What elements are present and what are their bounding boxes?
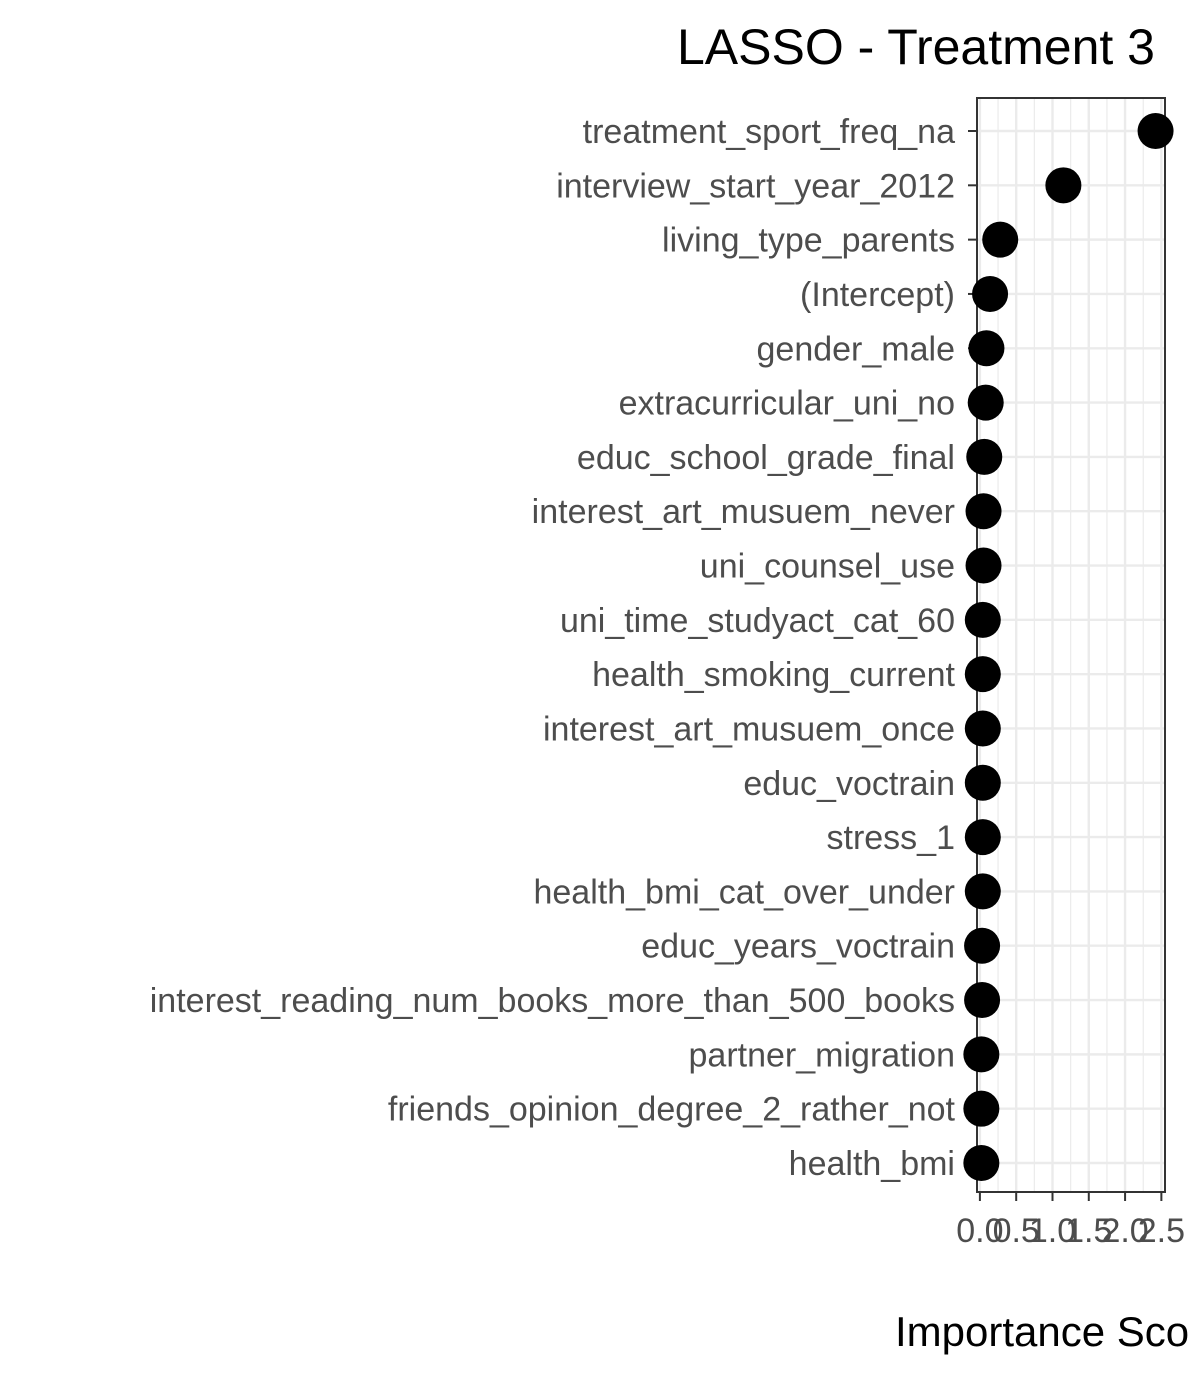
y-tick-label: gender_male bbox=[757, 330, 955, 368]
x-tick-label: 0.5 bbox=[993, 1212, 1040, 1250]
y-tick-label: living_type_parents bbox=[662, 222, 955, 260]
data-point bbox=[964, 873, 1001, 910]
data-point bbox=[1137, 113, 1174, 149]
chart-title: LASSO - Treatment 3 bbox=[677, 19, 1155, 75]
y-tick-label: friends_opinion_degree_2_rather_not bbox=[388, 1091, 956, 1129]
data-point bbox=[964, 656, 1001, 693]
y-tick-label: interest_reading_num_books_more_than_500… bbox=[150, 982, 955, 1020]
panel-border bbox=[976, 97, 1166, 1193]
y-tick-label: uni_counsel_use bbox=[700, 548, 955, 586]
y-tick-label: uni_time_studyact_cat_60 bbox=[560, 602, 955, 640]
y-tick-label: educ_voctrain bbox=[743, 765, 955, 803]
grid-minor bbox=[997, 98, 1144, 1192]
y-tick-label: interest_art_musuem_never bbox=[532, 493, 955, 531]
x-tick-label: 1.5 bbox=[1065, 1212, 1112, 1250]
y-tick-label: interest_art_musuem_once bbox=[543, 710, 955, 748]
data-point bbox=[1045, 167, 1082, 204]
y-axis: treatment_sport_freq_na interview_start_y… bbox=[150, 113, 977, 1183]
x-axis-label: Importance Score bbox=[895, 1308, 1190, 1355]
data-point bbox=[965, 547, 1002, 584]
data-point bbox=[963, 1145, 1000, 1181]
data-point bbox=[964, 927, 1001, 964]
data-point bbox=[963, 1036, 1000, 1073]
data-point bbox=[982, 221, 1019, 258]
y-tick-label: partner_migration bbox=[689, 1036, 955, 1074]
y-tick-label: (Intercept) bbox=[800, 276, 955, 314]
y-tick-label: health_smoking_current bbox=[592, 656, 955, 694]
y-tick-label: stress_1 bbox=[827, 819, 956, 857]
y-tick-label: health_bmi bbox=[789, 1145, 955, 1183]
data-point bbox=[964, 764, 1001, 801]
y-tick-label: treatment_sport_freq_na bbox=[583, 113, 955, 151]
data-point bbox=[967, 384, 1004, 421]
data-point bbox=[968, 330, 1005, 367]
data-points bbox=[963, 113, 1174, 1181]
data-point bbox=[966, 438, 1003, 475]
data-point bbox=[972, 275, 1009, 312]
y-tick-label: health_bmi_cat_over_under bbox=[533, 873, 955, 911]
x-tick-label: 2.5 bbox=[1138, 1212, 1185, 1250]
x-axis: 0.00.51.01.52.02.5 bbox=[956, 1192, 1185, 1250]
y-tick-label: educ_school_grade_final bbox=[577, 439, 955, 477]
data-point bbox=[963, 1090, 1000, 1127]
data-point bbox=[964, 601, 1001, 638]
x-tick-label: 2.0 bbox=[1101, 1212, 1148, 1250]
y-tick-label: extracurricular_uni_no bbox=[619, 385, 955, 423]
data-point bbox=[964, 819, 1001, 856]
x-tick-label: 1.0 bbox=[1029, 1212, 1076, 1250]
y-tick-label: interview_start_year_2012 bbox=[556, 167, 955, 205]
data-point bbox=[965, 493, 1002, 530]
x-tick-label: 0.0 bbox=[956, 1212, 1003, 1250]
y-tick-label: educ_years_voctrain bbox=[641, 928, 955, 966]
data-point bbox=[964, 710, 1001, 747]
data-point bbox=[964, 982, 1001, 1019]
